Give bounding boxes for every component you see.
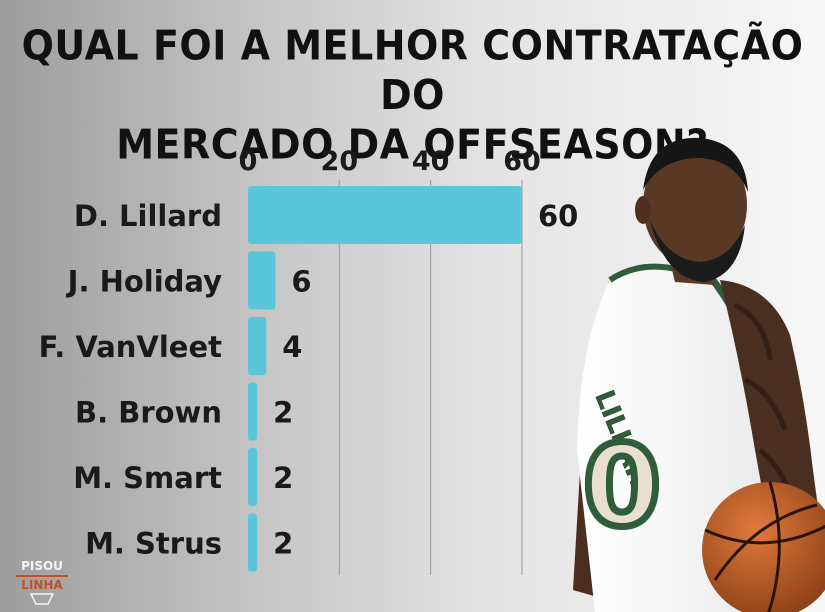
chart-title: QUAL FOI A MELHOR CONTRATAÇÃO DO MERCADO… [0, 20, 825, 169]
bar [248, 382, 258, 441]
logo-divider [16, 575, 68, 577]
logo-line-1: PISOU [21, 559, 63, 573]
value-label: 2 [273, 527, 293, 561]
value-label: 6 [291, 265, 311, 299]
title-line-1: QUAL FOI A MELHOR CONTRATAÇÃO DO [21, 21, 804, 119]
bar [248, 513, 258, 572]
category-label: M. Strus [85, 527, 222, 561]
value-label: 60 [538, 199, 578, 233]
logo-line-2: LINHA [21, 578, 63, 592]
category-label: J. Holiday [66, 265, 222, 299]
x-tick-label: 0 [239, 146, 258, 177]
bar [248, 186, 522, 244]
bar [248, 317, 267, 375]
category-label: F. VanVleet [39, 330, 222, 364]
jersey-number: 0 [583, 422, 661, 552]
category-label: B. Brown [75, 396, 222, 430]
x-tick-label: 40 [412, 146, 450, 177]
value-labels: 60 6 4 2 2 2 [273, 199, 578, 561]
title-line-2: MERCADO DA OFFSEASON? [116, 120, 709, 169]
category-label: D. Lillard [74, 199, 222, 233]
bar [248, 251, 276, 310]
x-tick-label: 20 [321, 146, 359, 177]
x-axis-ticks: 0 20 40 60 [239, 146, 541, 177]
value-label: 2 [273, 461, 293, 495]
bars [248, 186, 522, 572]
category-labels: D. Lillard J. Holiday F. VanVleet B. Brown M… [39, 199, 222, 561]
hoop-icon [29, 593, 55, 605]
value-label: 2 [273, 396, 293, 430]
pisou-linha-logo: PISOU LINHA [12, 556, 72, 606]
value-label: 4 [282, 330, 302, 364]
gridlines [338, 180, 523, 575]
x-tick-label: 60 [503, 146, 541, 177]
player-photo: LILLARD 0 [573, 137, 825, 612]
category-label: M. Smart [73, 461, 222, 495]
bar [248, 448, 258, 506]
